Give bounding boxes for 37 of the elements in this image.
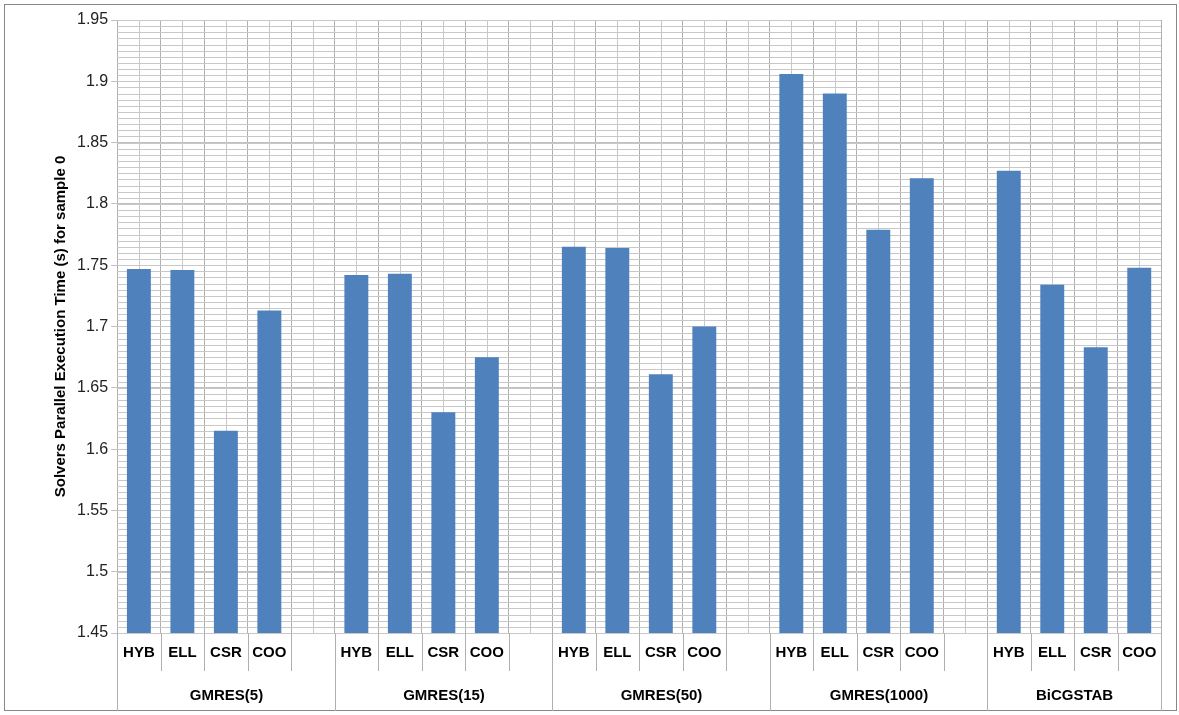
- x-tick-label: COO: [469, 643, 505, 661]
- x-tick-label: COO: [687, 643, 722, 661]
- x-tick-label: CSR: [427, 643, 460, 661]
- y-tick-label: 1.75: [77, 255, 109, 273]
- y-axis-title: Solvers Parallel Execution Time (s) for sample 0: [51, 155, 69, 498]
- text: GMRES(50): [620, 686, 703, 704]
- y-tick-label: 1.8: [85, 194, 109, 212]
- text: GMRES(5): [189, 686, 264, 704]
- x-tick-label: ELL: [820, 643, 849, 661]
- x-tick-label: ELL: [385, 643, 415, 661]
- text: BiCGSTAB: [1035, 686, 1114, 704]
- text: GMRES(15): [403, 686, 485, 704]
- text: GMRES(1000): [829, 686, 929, 704]
- y-tick-label: 1.7: [85, 316, 109, 334]
- x-tick-label: ELL: [168, 643, 197, 661]
- x-tick-label: CSR: [210, 643, 242, 661]
- y-tick-label: 1.65: [77, 378, 109, 396]
- x-tick-label: ELL: [1038, 643, 1067, 661]
- x-tick-label: HYB: [557, 643, 590, 661]
- x-tick-label: COO: [904, 643, 940, 661]
- y-tick-label: 1.55: [77, 500, 109, 518]
- x-tick-label: HYB: [123, 643, 155, 661]
- x-tick-label: ELL: [603, 643, 632, 661]
- x-tick-label: HYB: [992, 643, 1025, 661]
- y-tick-label: 1.6: [85, 439, 109, 457]
- x-tick-label: CSR: [644, 643, 677, 661]
- y-tick-label: 1.5: [85, 562, 109, 580]
- x-tick-label: CSR: [862, 643, 895, 661]
- x-tick-label: COO: [1122, 643, 1157, 661]
- x-tick-label: HYB: [775, 643, 808, 661]
- y-tick-label: 1.95: [77, 10, 109, 28]
- x-tick-label: CSR: [1079, 643, 1112, 661]
- y-tick-label: 1.85: [77, 133, 109, 151]
- x-tick-label: COO: [252, 643, 287, 661]
- y-tick-label: 1.9: [85, 71, 109, 89]
- y-tick-label: 1.45: [77, 623, 109, 641]
- x-tick-label: HYB: [340, 643, 373, 661]
